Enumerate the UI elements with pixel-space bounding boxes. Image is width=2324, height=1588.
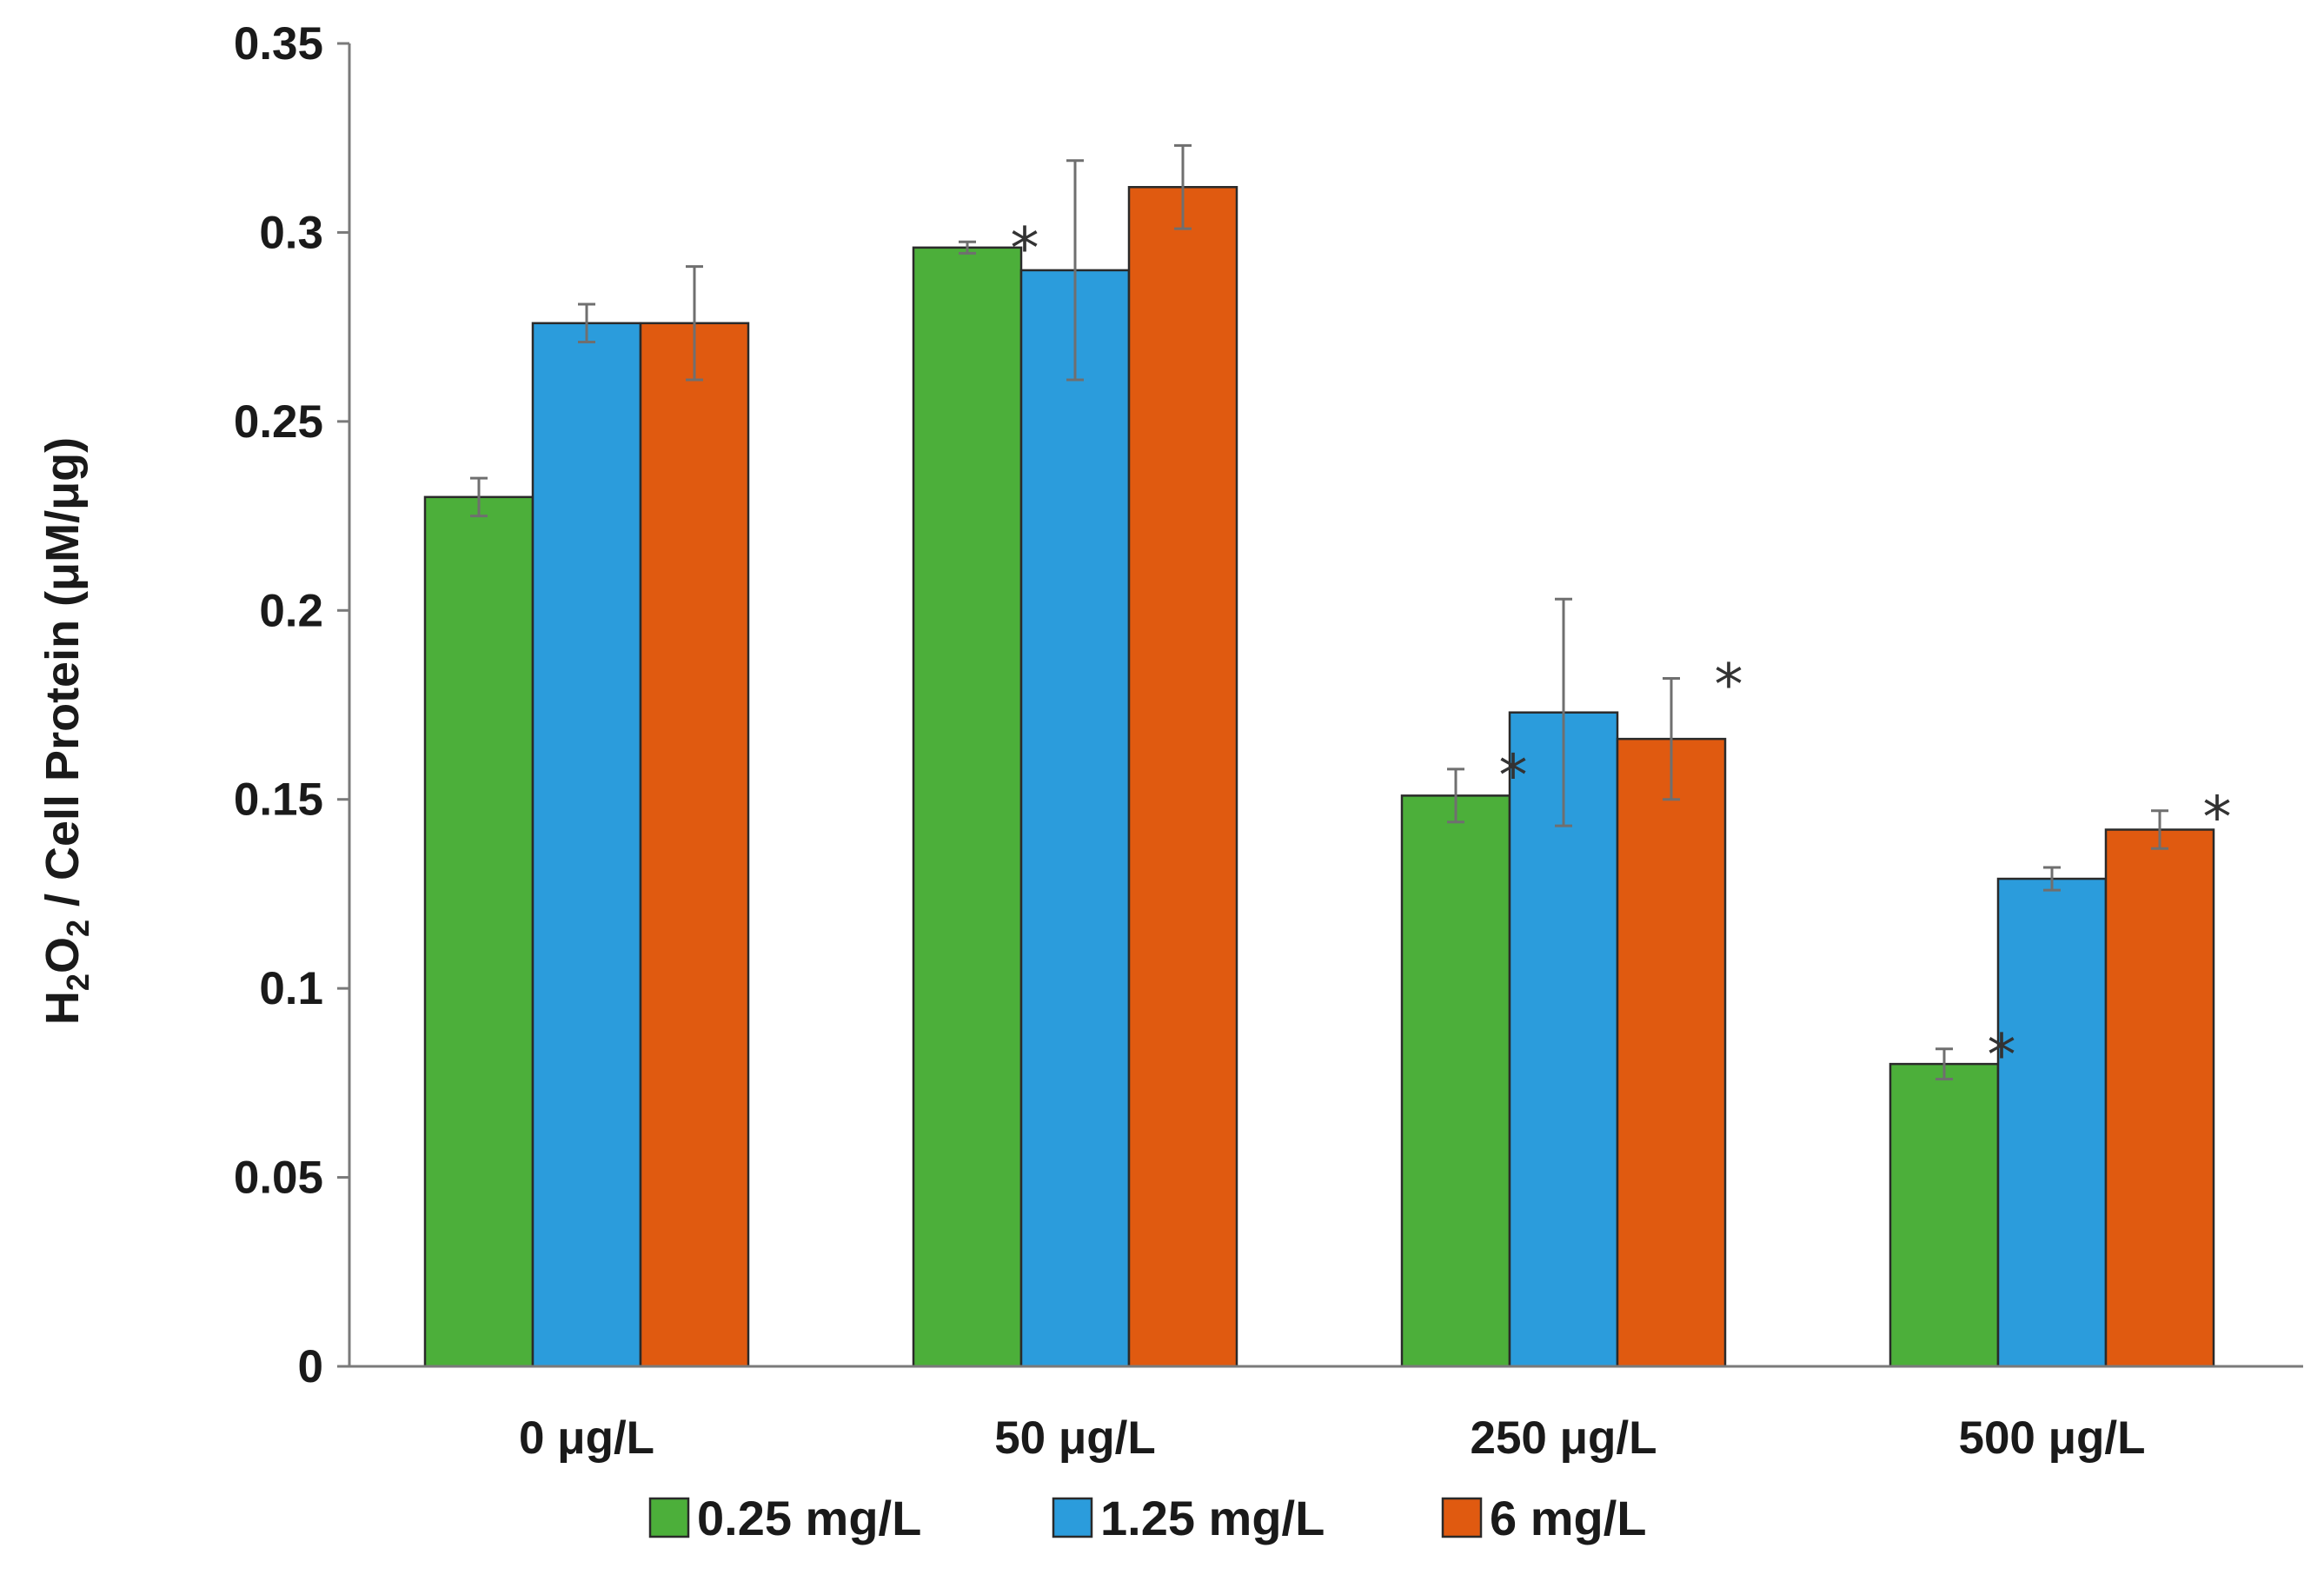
y-tick-label: 0.05 bbox=[234, 1153, 323, 1204]
y-tick-labels: 0 0.05 0.1 0.15 0.2 0.25 0.3 0.35 bbox=[234, 18, 349, 1392]
significance-star: * bbox=[1499, 742, 1528, 809]
y-axis-label-prefix: H bbox=[37, 991, 89, 1025]
y-tick-label: 0.2 bbox=[259, 585, 323, 636]
bar bbox=[2104, 828, 2215, 1368]
y-axis-label-mid: O bbox=[37, 937, 89, 973]
y-tick-label: 0.25 bbox=[234, 396, 323, 448]
significance-layer: * * * * * bbox=[1011, 215, 2232, 1088]
significance-star: * bbox=[1011, 215, 1039, 282]
significance-star: * bbox=[1715, 652, 1743, 719]
bar bbox=[531, 322, 642, 1368]
bar bbox=[423, 495, 535, 1368]
legend-swatch bbox=[1441, 1497, 1483, 1538]
y-tick-label: 0 bbox=[298, 1341, 323, 1392]
x-tick-labels: 0 μg/L 50 μg/L 250 μg/L 500 μg/L bbox=[519, 1412, 2146, 1464]
bars-layer bbox=[423, 185, 2215, 1368]
x-tick-label: 50 μg/L bbox=[994, 1412, 1156, 1464]
bar bbox=[1616, 737, 1727, 1368]
y-axis-label: H2O2 / Cell Protein (μM/μg) bbox=[37, 437, 96, 1025]
bar bbox=[1889, 1062, 2000, 1368]
legend-swatch bbox=[648, 1497, 690, 1538]
y-tick-label: 0.1 bbox=[259, 963, 323, 1014]
legend-label: 6 mg/L bbox=[1490, 1491, 1646, 1545]
bar bbox=[1996, 877, 2108, 1368]
y-tick-label: 0.3 bbox=[259, 207, 323, 258]
axes-layer bbox=[348, 43, 2303, 1368]
x-tick-label: 500 μg/L bbox=[1958, 1412, 2145, 1464]
x-tick-label: 0 μg/L bbox=[519, 1412, 654, 1464]
y-axis-label-sub1: 2 bbox=[60, 973, 96, 991]
significance-star: * bbox=[2203, 784, 2232, 851]
significance-star: * bbox=[1988, 1022, 2016, 1089]
y-axis-label-suffix: / Cell Protein (μM/μg) bbox=[37, 437, 89, 920]
y-axis-label-sub2: 2 bbox=[60, 920, 96, 937]
bar bbox=[1127, 185, 1238, 1368]
y-tick-label: 0.35 bbox=[234, 18, 323, 70]
legend: 0.25 mg/L 1.25 mg/L 6 mg/L bbox=[648, 1491, 1646, 1545]
x-tick-label: 250 μg/L bbox=[1470, 1412, 1657, 1464]
bar bbox=[639, 322, 750, 1368]
legend-swatch bbox=[1052, 1497, 1093, 1538]
bar bbox=[1019, 269, 1131, 1368]
bar bbox=[912, 246, 1023, 1368]
y-tick-label: 0.15 bbox=[234, 774, 323, 826]
bar bbox=[1400, 794, 1511, 1368]
legend-label: 1.25 mg/L bbox=[1100, 1491, 1325, 1545]
legend-label: 0.25 mg/L bbox=[697, 1491, 921, 1545]
error-bars-layer bbox=[470, 143, 2168, 1081]
